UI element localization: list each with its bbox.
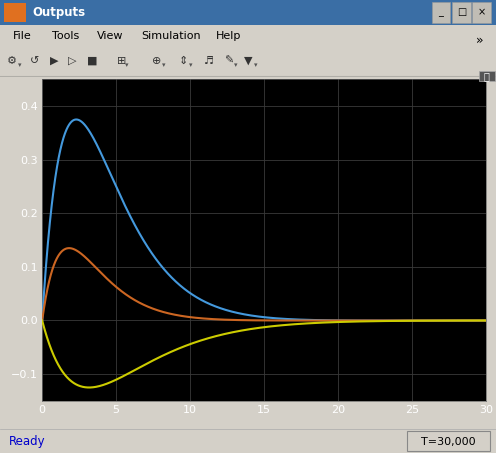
Text: ⇕: ⇕ xyxy=(179,56,188,66)
Bar xyxy=(407,430,490,451)
Text: ▾: ▾ xyxy=(162,62,166,68)
Text: ▾: ▾ xyxy=(124,62,128,68)
Text: Outputs: Outputs xyxy=(32,6,85,19)
Text: ♬: ♬ xyxy=(203,56,213,66)
Text: Simulation: Simulation xyxy=(141,31,201,41)
Text: _: _ xyxy=(438,7,443,18)
Text: Tools: Tools xyxy=(52,31,79,41)
Text: T=30,000: T=30,000 xyxy=(421,437,476,447)
Bar xyxy=(472,2,491,23)
Text: ⤢: ⤢ xyxy=(484,71,490,81)
Text: ▷: ▷ xyxy=(67,56,76,66)
Text: File: File xyxy=(12,31,31,41)
Text: Ready: Ready xyxy=(9,435,46,448)
Text: ×: × xyxy=(478,7,486,18)
Text: ↺: ↺ xyxy=(30,56,39,66)
Text: ▾: ▾ xyxy=(18,62,22,68)
Text: ▼: ▼ xyxy=(244,56,252,66)
Text: ▾: ▾ xyxy=(234,62,238,68)
Text: »: » xyxy=(476,34,484,47)
Text: ▶: ▶ xyxy=(50,56,59,66)
Text: ⊞: ⊞ xyxy=(117,56,126,66)
Bar xyxy=(4,3,26,22)
Text: ▾: ▾ xyxy=(189,62,193,68)
Text: Help: Help xyxy=(216,31,241,41)
Text: ✎: ✎ xyxy=(225,56,234,66)
Bar xyxy=(452,2,471,23)
Text: View: View xyxy=(97,31,123,41)
Text: □: □ xyxy=(457,7,466,18)
Text: ⚙: ⚙ xyxy=(7,56,17,66)
Bar xyxy=(432,2,450,23)
Text: ■: ■ xyxy=(86,56,97,66)
Text: ⊕: ⊕ xyxy=(152,56,161,66)
Text: ▾: ▾ xyxy=(253,62,257,68)
